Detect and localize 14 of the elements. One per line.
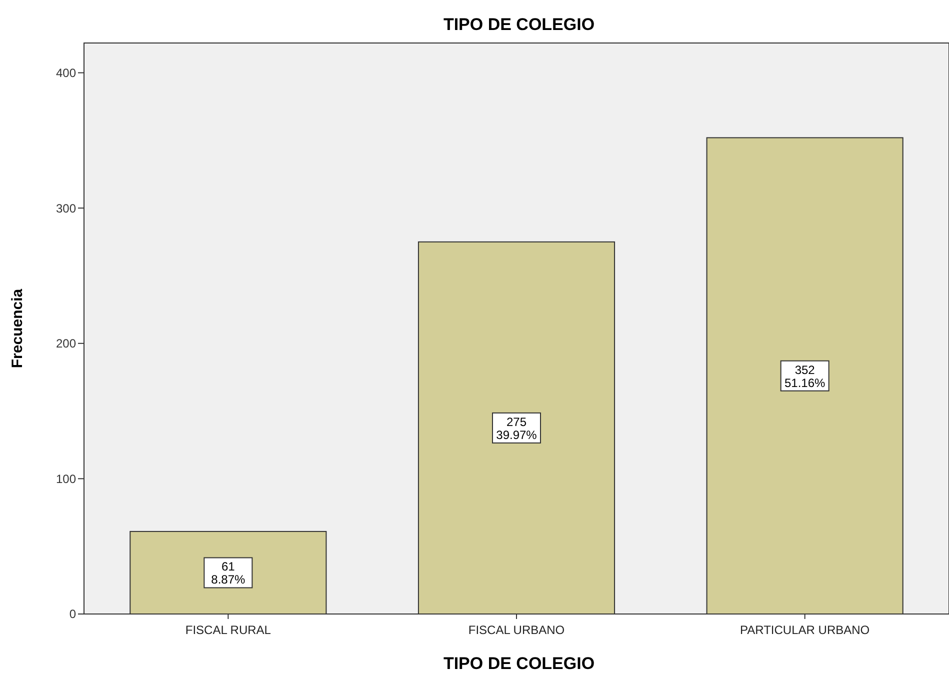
y-tick-label: 300 (56, 201, 76, 216)
x-tick-label: PARTICULAR URBANO (740, 623, 870, 637)
y-tick-label: 0 (69, 607, 76, 622)
x-axis-title: TIPO DE COLEGIO (443, 654, 595, 673)
data-label: 61 8.87% (211, 560, 246, 587)
y-tick-label: 200 (56, 336, 76, 351)
y-tick-label: 400 (56, 66, 76, 80)
x-tick-label: FISCAL RURAL (185, 623, 272, 637)
x-tick-label: FISCAL URBANO (468, 623, 565, 637)
y-tick-label: 100 (56, 472, 76, 486)
chart-title: TIPO DE COLEGIO (443, 15, 595, 34)
data-label: 352 51.16% (784, 362, 826, 390)
y-axis-title: Frecuencia (9, 288, 26, 368)
data-label: 275 39.97% (496, 414, 538, 442)
